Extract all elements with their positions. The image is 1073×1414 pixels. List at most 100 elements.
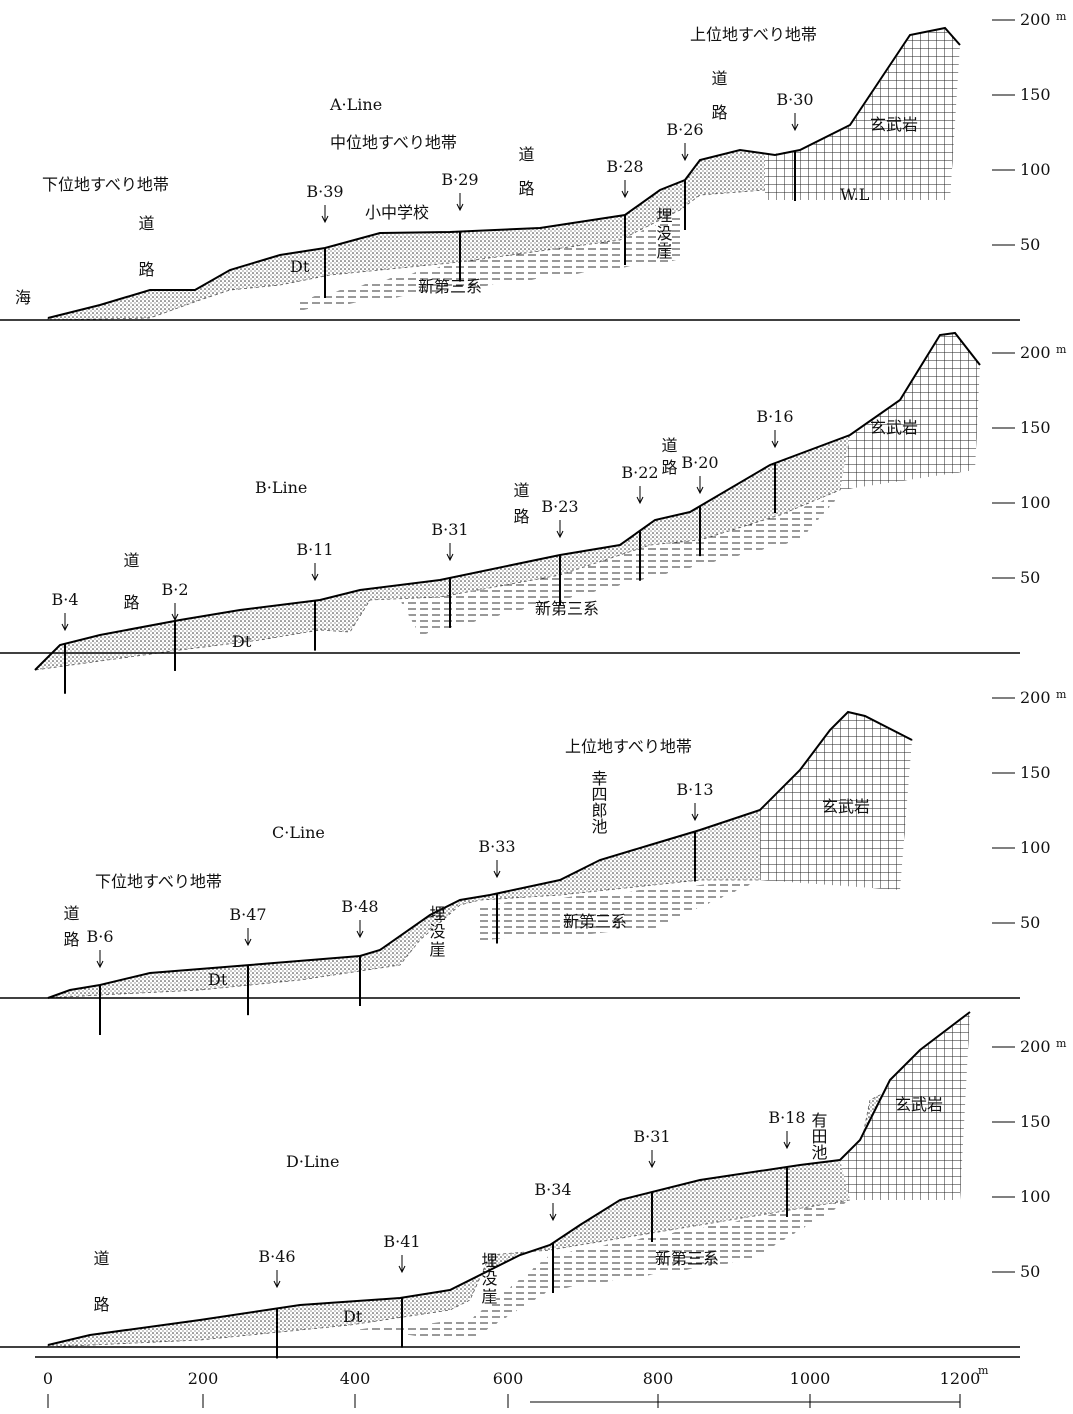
scale-unit: m (1056, 10, 1067, 23)
borehole-label: B·16 (756, 407, 793, 426)
vertical-label: 道路 (121, 552, 140, 636)
borehole-label: B·28 (606, 157, 643, 176)
scale-label: 150 (1020, 418, 1051, 437)
borehole-arrowhead (96, 960, 104, 969)
borehole-arrowhead (691, 813, 699, 822)
scale-label: 100 (1020, 493, 1051, 512)
area-label: W.L (840, 185, 870, 204)
vertical-label: 道路 (709, 70, 728, 138)
borehole-arrowhead (791, 123, 799, 132)
borehole-arrowhead (398, 1265, 406, 1274)
borehole-label: B·2 (161, 580, 188, 599)
neogene (480, 880, 760, 940)
borehole-arrowhead (681, 153, 689, 162)
borehole-label: B·4 (51, 590, 78, 609)
borehole-label: B·22 (621, 463, 658, 482)
landslide-mass (33, 332, 981, 671)
area-label: 海 (15, 288, 31, 307)
x-axis-label: 200 (188, 1369, 219, 1388)
scale-label: 200 (1020, 688, 1051, 707)
area-label: 中位地すべり地帯 (330, 133, 457, 152)
x-axis-label: 1000 (790, 1369, 831, 1388)
borehole-arrowhead (783, 1141, 791, 1150)
borehole-label: B·20 (681, 453, 718, 472)
borehole-label: B·39 (306, 182, 343, 201)
borehole-label: B·23 (541, 497, 578, 516)
vertical-label: 道路 (136, 215, 155, 307)
ground-surface (47, 710, 913, 999)
borehole-arrowhead (356, 930, 364, 939)
scale-label: 200 (1020, 343, 1051, 362)
panel: B·LineDt新第三系玄武岩道路道路道路B·4B·2B·11B·31B·23B… (0, 331, 1067, 694)
borehole-label: B·46 (258, 1247, 295, 1266)
borehole-label: B·11 (296, 540, 333, 559)
ground-surface (47, 26, 961, 319)
borehole-label: B·48 (341, 897, 378, 916)
scale-label: 100 (1020, 1187, 1051, 1206)
area-label: 上位地すべり地帯 (690, 25, 817, 44)
borehole-label: B·18 (768, 1108, 805, 1127)
area-label: 小中学校 (365, 203, 429, 222)
scale-label: 150 (1020, 763, 1051, 782)
line-name: C·Line (272, 823, 325, 842)
neogene (300, 215, 680, 310)
x-axis-label: 800 (643, 1369, 674, 1388)
borehole-label: B·13 (676, 780, 713, 799)
borehole-label: B·34 (534, 1180, 571, 1199)
area-label: 玄武岩 (822, 797, 870, 816)
basalt (840, 1012, 970, 1200)
scale-unit: m (1056, 1037, 1067, 1050)
borehole-label: B·41 (383, 1232, 420, 1251)
borehole-label: B·33 (478, 837, 515, 856)
borehole-label: B·30 (776, 90, 813, 109)
ground-surface (34, 331, 981, 671)
vertical-label: 幸四郎池 (589, 770, 608, 834)
line-name: B·Line (255, 478, 307, 497)
borehole-label: B·6 (86, 927, 113, 946)
x-axis-label: 600 (493, 1369, 524, 1388)
scale-label: 150 (1020, 1112, 1051, 1131)
area-label: 新第三系 (563, 912, 627, 931)
line-name: A·Line (329, 95, 382, 114)
borehole-arrowhead (636, 496, 644, 505)
basalt (765, 28, 960, 200)
basalt (840, 333, 980, 490)
neogene (350, 1200, 850, 1340)
borehole-arrowhead (311, 573, 319, 582)
scale-label: 150 (1020, 85, 1051, 104)
borehole-arrowhead (244, 938, 252, 947)
area-label: Dt (290, 257, 310, 276)
borehole-arrowhead (273, 1280, 281, 1289)
scale-label: 50 (1020, 1262, 1040, 1281)
scale-label: 200 (1020, 10, 1051, 29)
vertical-label: 道路 (516, 146, 535, 214)
scale-unit: m (1056, 343, 1067, 356)
scale-label: 50 (1020, 235, 1040, 254)
borehole-arrowhead (648, 1160, 656, 1169)
area-label: Dt (208, 970, 228, 989)
vertical-label: 道路 (91, 1250, 110, 1342)
area-label: 玄武岩 (870, 115, 918, 134)
basalt (760, 712, 912, 890)
borehole-arrowhead (621, 190, 629, 199)
area-label: 下位地すべり地帯 (42, 175, 169, 194)
vertical-label: 道路 (61, 905, 80, 957)
area-label: 新第三系 (655, 1249, 719, 1268)
borehole-arrowhead (446, 553, 454, 562)
x-axis-unit: m (978, 1364, 989, 1377)
scale-label: 50 (1020, 913, 1040, 932)
area-label: 玄武岩 (895, 1095, 943, 1114)
borehole-arrowhead (771, 440, 779, 449)
area-label: 新第三系 (535, 599, 599, 618)
vertical-label: 道路 (511, 482, 530, 534)
vertical-label: 埋没崖 (479, 1252, 498, 1306)
area-label: Dt (232, 632, 252, 651)
borehole-label: B·29 (441, 170, 478, 189)
vertical-label: 埋没崖 (427, 905, 446, 959)
area-label: Dt (343, 1307, 363, 1326)
area-label: 下位地すべり地帯 (95, 872, 222, 891)
